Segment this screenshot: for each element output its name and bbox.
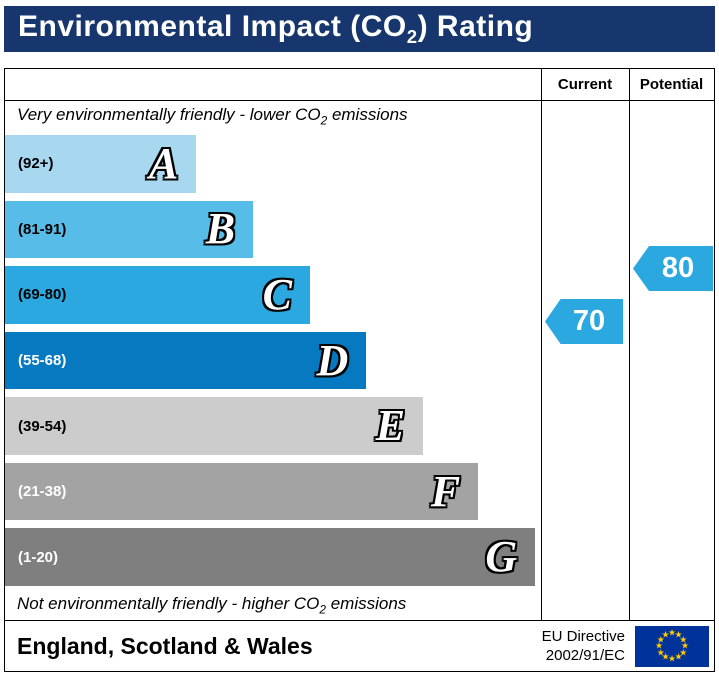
band-area: Very environmentally friendly - lower CO… (5, 101, 541, 620)
eu-star-icon: ★ (674, 629, 683, 640)
eu-star-icon: ★ (674, 651, 683, 662)
potential-rating-value: 80 (661, 252, 695, 284)
band-letter: D (316, 335, 349, 385)
column-header-potential: Potential (639, 76, 704, 93)
eu-directive-line1: EU Directive (541, 627, 625, 645)
column-header-row (5, 69, 714, 101)
band-range-label: (92+) (18, 155, 54, 173)
eu-star-icon: ★ (654, 640, 664, 651)
band-row-c: (69-80) C (5, 262, 541, 328)
top-note: Very environmentally friendly - lower CO… (5, 101, 541, 131)
band-bar-g: (1-20) G (5, 528, 536, 587)
band-row-g: (1-20) G (5, 524, 541, 590)
band-bar-e: (39-54) E (5, 397, 424, 455)
top-note-text: Very environmentally friendly - lower CO… (17, 104, 408, 128)
band-letter: C (262, 269, 292, 319)
page-title-pre: Environmental Impact (CO (18, 10, 407, 43)
page-title: Environmental Impact (CO2) Rating (18, 10, 533, 48)
band-letter: G (485, 532, 518, 582)
current-rating-arrow: 70 (545, 299, 623, 344)
band-letter: E (375, 401, 406, 451)
eu-star-icon: ★ (661, 651, 670, 662)
band-range-label: (55-68) (18, 352, 67, 370)
band-range-label: (1-20) (18, 548, 59, 566)
band-row-d: (55-68) D (5, 328, 541, 394)
band-bar-f: (21-38) F (5, 462, 479, 521)
eu-star-icon: ★ (667, 653, 677, 664)
potential-column-divider (629, 69, 630, 620)
page-title-post: ) Rating (417, 10, 534, 43)
band-letter: F (430, 466, 461, 516)
column-header-current: Current (557, 76, 613, 93)
band-bar-b: (81-91) B (5, 200, 254, 259)
page-title-subscript: 2 (406, 26, 418, 47)
footer: England, Scotland & Wales EU Directive 2… (4, 620, 715, 672)
band-range-label: (21-38) (18, 483, 67, 501)
region-label: England, Scotland & Wales (17, 632, 313, 659)
band-row-e: (39-54) E (5, 393, 541, 459)
band-row-f: (21-38) F (5, 459, 541, 525)
band-letter: B (205, 204, 236, 254)
potential-rating-arrow: 80 (633, 246, 713, 291)
current-rating-value: 70 (572, 305, 606, 337)
band-bar-c: (69-80) C (5, 266, 310, 324)
band-bar-d: (55-68) D (5, 331, 367, 390)
eu-star-icon: ★ (656, 634, 665, 644)
band-row-b: (81-91) B (5, 197, 541, 263)
eu-star-icon: ★ (679, 647, 688, 657)
band-letter: A (148, 138, 179, 188)
eu-star-icon: ★ (667, 627, 677, 638)
band-row-a: (92+) A (5, 131, 541, 197)
bottom-note: Not environmentally friendly - higher CO… (5, 590, 541, 620)
eu-star-icon: ★ (656, 647, 665, 657)
eu-star-icon: ★ (661, 629, 670, 640)
epc-chart: Current Potential Very environmentally f… (4, 68, 715, 621)
bottom-note-text: Not environmentally friendly - higher CO… (17, 593, 407, 617)
eu-flag: ★ ★ ★ ★ ★ ★ ★ ★ ★ ★ ★ ★ (635, 625, 709, 667)
header-banner: Environmental Impact (CO2) Rating (4, 6, 715, 52)
band-range-label: (39-54) (18, 417, 67, 435)
eu-star-icon: ★ (679, 634, 688, 644)
eu-directive-line2: 2002/91/EC (545, 647, 625, 664)
band-bar-a: (92+) A (5, 135, 197, 193)
eu-directive-label: EU Directive 2002/91/EC (542, 627, 635, 666)
band-range-label: (69-80) (18, 286, 67, 304)
eu-star-icon: ★ (680, 640, 690, 651)
current-column-divider (541, 69, 542, 620)
band-range-label: (81-91) (18, 220, 67, 238)
